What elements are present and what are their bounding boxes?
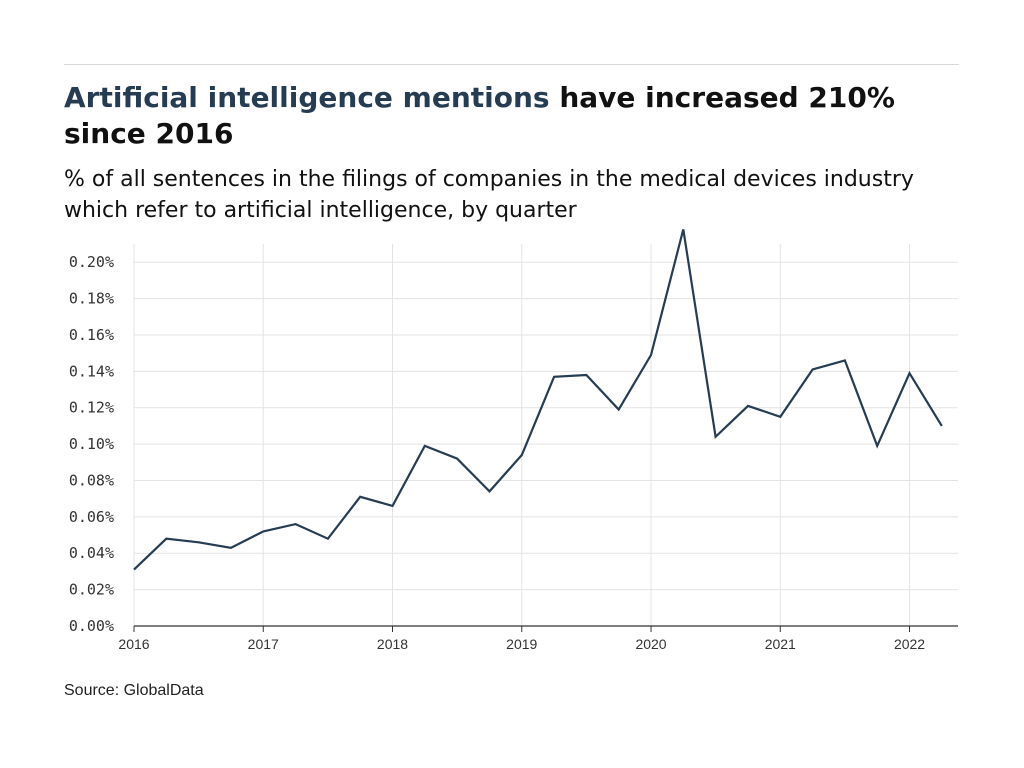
x-tick-label: 2018 xyxy=(377,636,408,652)
data-point xyxy=(197,540,201,544)
x-tick-label: 2016 xyxy=(118,636,149,652)
data-point xyxy=(391,504,395,508)
y-tick-label: 0.08% xyxy=(69,471,114,489)
data-point xyxy=(746,404,750,408)
data-point xyxy=(487,489,491,493)
data-point xyxy=(294,522,298,526)
title-line2: since 2016 xyxy=(64,117,234,150)
data-point xyxy=(908,371,912,375)
y-tick-label: 0.06% xyxy=(69,508,114,526)
y-tick-label: 0.12% xyxy=(69,399,114,417)
axes: 0.00% 0.02% 0.04% 0.06% 0.08% 0.10% 0.12% 0.14%… xyxy=(69,253,958,652)
data-point xyxy=(261,529,265,533)
y-tick-label: 0.10% xyxy=(69,435,114,453)
data-point xyxy=(132,568,136,572)
data-point xyxy=(843,358,847,362)
data-point xyxy=(423,444,427,448)
data-point xyxy=(455,457,459,461)
grid-lines xyxy=(133,244,958,626)
y-tick-label: 0.02% xyxy=(69,581,114,599)
source-note: Source: GlobalData xyxy=(64,682,204,699)
x-tick-label: 2017 xyxy=(248,636,279,652)
y-tick-label: 0.00% xyxy=(69,617,114,635)
x-tick-label: 2021 xyxy=(765,636,796,652)
y-tick-label: 0.04% xyxy=(69,544,114,562)
x-tick-label: 2020 xyxy=(635,636,666,652)
top-divider xyxy=(64,64,959,65)
data-point xyxy=(552,375,556,379)
data-point xyxy=(358,495,362,499)
series-layer xyxy=(132,227,944,572)
data-point xyxy=(649,353,653,357)
data-point xyxy=(520,453,524,457)
data-point xyxy=(584,373,588,377)
title-highlight: Artificial intelligence mentions xyxy=(64,81,550,114)
y-tick-label: 0.20% xyxy=(69,253,114,271)
y-tick-label: 0.14% xyxy=(69,362,114,380)
data-point xyxy=(811,368,815,372)
data-point xyxy=(714,435,718,439)
chart-title: Artificial intelligence mentions have in… xyxy=(64,80,964,152)
data-point xyxy=(229,546,233,550)
data-point xyxy=(617,408,621,412)
y-tick-label: 0.18% xyxy=(69,290,114,308)
data-point xyxy=(778,415,782,419)
data-point xyxy=(326,537,330,541)
data-point xyxy=(940,424,944,428)
title-rest: have increased 210% xyxy=(549,81,895,114)
chart-subtitle: % of all sentences in the filings of com… xyxy=(64,167,914,223)
data-point xyxy=(164,537,168,541)
x-tick-label: 2022 xyxy=(894,636,925,652)
x-tick-label: 2019 xyxy=(506,636,537,652)
data-point xyxy=(875,444,879,448)
y-tick-label: 0.16% xyxy=(69,326,114,344)
data-point xyxy=(681,227,685,231)
series-line xyxy=(133,229,943,571)
